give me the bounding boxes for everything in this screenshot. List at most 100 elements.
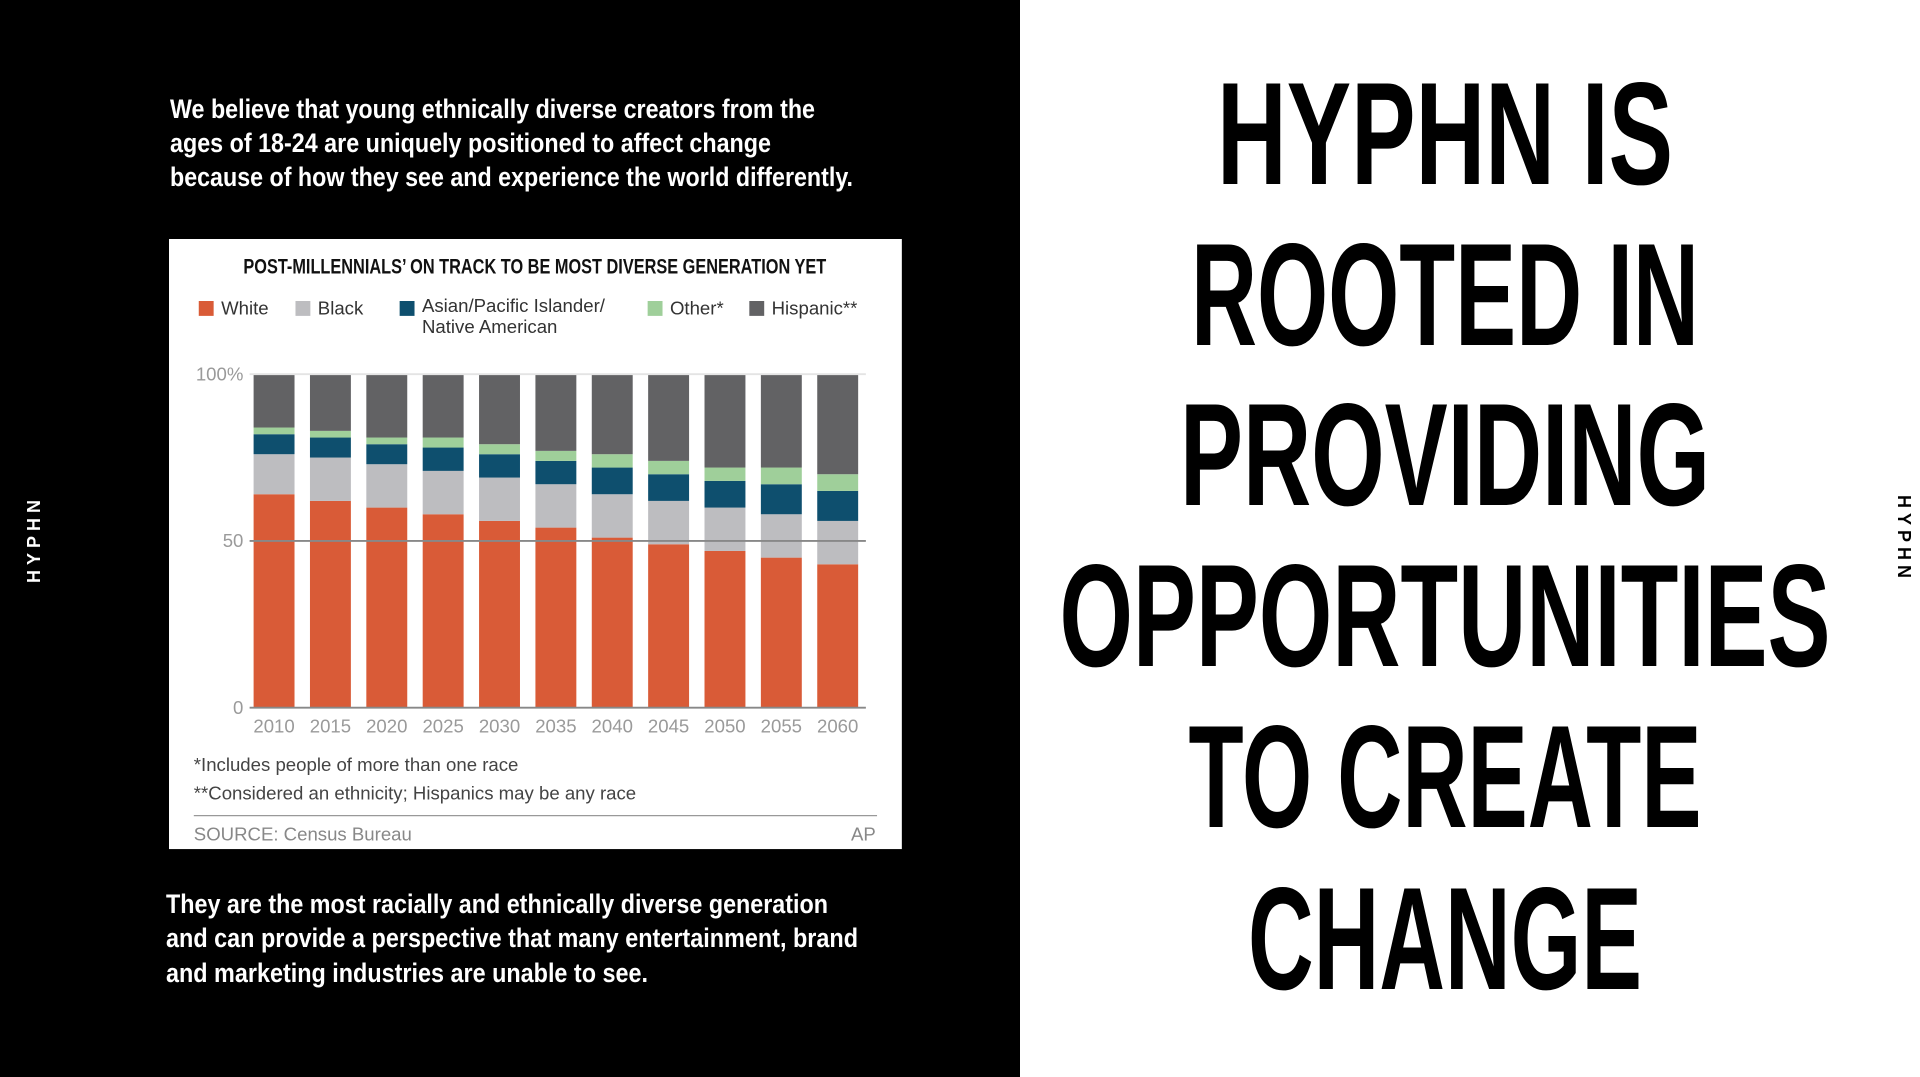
legend-label-box: Asian/Pacific Islander/ Native American: [421, 296, 605, 339]
bar-segment: [535, 460, 577, 485]
bar-segment: [704, 507, 746, 551]
legend-swatch: [647, 301, 663, 316]
bar-segment: [648, 374, 690, 461]
x-tick-label: 2010: [253, 716, 294, 737]
x-tick-label: 2045: [648, 716, 689, 737]
bar-segment: [309, 500, 351, 708]
bar-segment: [535, 527, 577, 708]
bar-segment: [760, 484, 802, 515]
bar-segment: [535, 450, 577, 461]
brand-vertical: HYPHN: [24, 495, 44, 583]
bar-segment: [253, 494, 295, 708]
x-tick-label: 2035: [535, 716, 576, 737]
intro-line: because of how they see and experience t…: [170, 162, 853, 192]
bar-segment: [366, 464, 408, 508]
legend-label: Asian/Pacific Islander/ Native American: [421, 296, 605, 339]
bar-segment: [535, 484, 577, 528]
bar-segment: [760, 514, 802, 558]
bar-segment: [366, 437, 408, 445]
legend-label: White: [221, 298, 269, 319]
y-tick-label: 100%: [196, 363, 244, 384]
bar-segment: [704, 467, 746, 481]
bar-segment: [591, 467, 633, 495]
bar-segment: [704, 374, 746, 468]
x-tick-label: 2015: [310, 716, 351, 737]
x-tick-label: 2025: [422, 716, 463, 737]
bar-segment: [591, 374, 633, 455]
bar-segment: [479, 444, 520, 455]
bar-segment: [479, 520, 520, 708]
legend-swatch: [198, 301, 214, 316]
bar-segment: [760, 557, 802, 708]
legend-swatch: [295, 301, 311, 316]
bar-segment: [648, 474, 690, 501]
headline-line: TO CREATE: [1189, 695, 1702, 858]
bar-segment: [591, 494, 633, 538]
y-tick-label: 0: [233, 697, 243, 718]
outro-line: and can provide a perspective that many …: [166, 923, 858, 953]
x-tick-label: 2040: [592, 716, 633, 737]
footnote: *Includes people of more than one race: [194, 754, 519, 775]
brand-vertical: HYPHN: [1894, 495, 1914, 583]
legend-swatch: [399, 301, 415, 316]
bar-segment: [760, 467, 802, 485]
bar-segment: [366, 444, 408, 465]
bar-segment: [422, 514, 464, 708]
chart-title: POST-MILLENNIALS’ ON TRACK TO BE MOST DI…: [243, 256, 826, 279]
bar-segment: [591, 537, 633, 708]
bar-segment: [309, 457, 351, 501]
bar-segment: [704, 480, 746, 508]
x-tick-label: 2050: [704, 716, 745, 737]
bar-segment: [253, 434, 295, 455]
outro-line: They are the most racially and ethnicall…: [166, 889, 828, 919]
intro-line: We believe that young ethnically diverse…: [170, 94, 815, 124]
bar-segment: [253, 454, 295, 495]
legend-label: Hispanic**: [772, 298, 858, 319]
bar-segment: [648, 460, 690, 475]
x-tick-label: 2060: [817, 716, 858, 737]
bar-segment: [309, 430, 351, 438]
bar-segment: [366, 507, 408, 708]
y-tick-label: 50: [223, 530, 244, 551]
x-tick-label: 2030: [479, 716, 520, 737]
bar-segment: [591, 454, 633, 468]
bar-segment: [422, 374, 464, 438]
bar-segment: [479, 477, 520, 521]
chart: POST-MILLENNIALS’ ON TRACK TO BE MOST DI…: [169, 239, 902, 850]
bar-segment: [817, 374, 859, 475]
right-panel: [1020, 0, 1920, 1077]
outro-line: and marketing industries are unable to s…: [166, 958, 648, 988]
bar-segment: [253, 374, 295, 428]
headline-line: OPPORTUNITIES: [1060, 534, 1831, 697]
bar-segment: [309, 374, 351, 431]
headline-line: CHANGE: [1248, 857, 1642, 1020]
bar-segment: [422, 447, 464, 471]
bar-segment: [479, 374, 520, 445]
bar-segment: [817, 520, 859, 565]
bar-segment: [253, 427, 295, 435]
bar-segment: [366, 374, 408, 438]
footnote: **Considered an ethnicity; Hispanics may…: [194, 782, 636, 803]
legend-swatch: [749, 301, 765, 316]
headline-line: HYPHN IS: [1217, 52, 1673, 215]
intro-line: ages of 18-24 are uniquely positioned to…: [170, 128, 771, 158]
credit: AP: [851, 823, 876, 844]
x-tick-label: 2020: [366, 716, 407, 737]
legend-label: Black: [318, 298, 364, 319]
bar-segment: [422, 437, 464, 448]
legend-label: Other*: [670, 298, 724, 319]
source: SOURCE: Census Bureau: [194, 823, 412, 844]
headline-line: ROOTED IN: [1191, 213, 1699, 376]
x-tick-label: 2055: [761, 716, 802, 737]
bar-segment: [535, 374, 577, 451]
headline-line: PROVIDING: [1180, 373, 1710, 536]
bar-segment: [309, 437, 351, 458]
bar-segment: [817, 564, 859, 708]
bar-segment: [648, 544, 690, 708]
bar-segment: [479, 454, 520, 478]
bar-segment: [704, 550, 746, 708]
bar-segment: [817, 490, 859, 521]
bar-segment: [422, 470, 464, 515]
bar-segment: [760, 374, 802, 468]
